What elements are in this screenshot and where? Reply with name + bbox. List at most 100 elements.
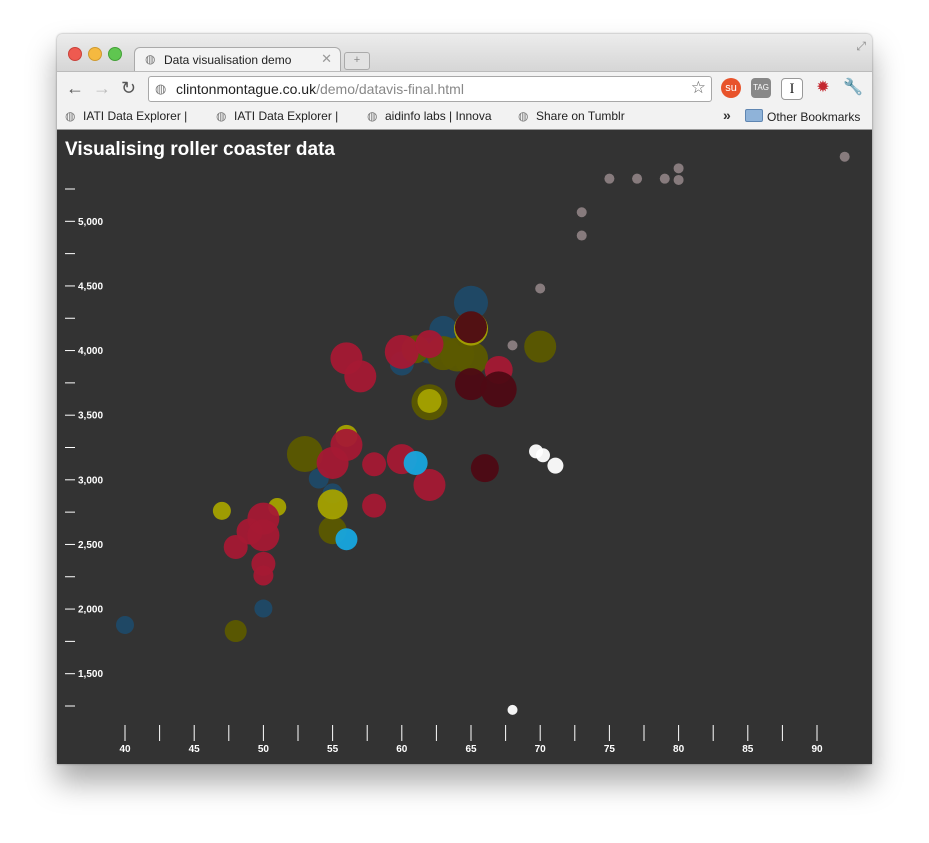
- tag-icon[interactable]: TAG: [751, 78, 771, 98]
- bookmark-label: IATI Data Explorer |: [234, 109, 339, 123]
- data-point-dark-maroon: [480, 371, 517, 408]
- other-bookmarks-label: Other Bookmarks: [767, 110, 861, 124]
- fullscreen-icon[interactable]: ⤢: [856, 39, 866, 53]
- data-point-dark-maroon: [455, 368, 487, 401]
- data-point-mauve: [673, 163, 684, 174]
- new-tab-button[interactable]: +: [344, 52, 370, 70]
- data-point-crimson: [384, 334, 419, 369]
- title-bar: ◍ Data visualisation demo ✕ + ⤢: [57, 34, 872, 72]
- data-point-white: [535, 448, 550, 463]
- data-point-olive: [286, 435, 323, 472]
- y-tick-label: 3,500: [78, 411, 103, 422]
- data-point-olive: [224, 620, 247, 643]
- data-point-dark-maroon: [470, 454, 499, 483]
- data-point-cyan: [335, 528, 358, 551]
- data-point-mauve: [604, 173, 615, 184]
- bookmark-iati-2[interactable]: ◍ IATI Data Explorer |: [216, 109, 346, 123]
- data-points: [116, 151, 850, 715]
- close-tab-icon[interactable]: ✕: [321, 51, 332, 66]
- data-point-cyan: [403, 451, 428, 476]
- data-point-mauve: [507, 340, 518, 351]
- tab-data-visualisation[interactable]: ◍ Data visualisation demo ✕: [134, 47, 341, 72]
- reload-icon[interactable]: ↻: [121, 78, 137, 98]
- url-path: /demo/datavis-final.html: [316, 81, 464, 97]
- y-tick-label: 2,000: [78, 605, 103, 616]
- data-point-crimson: [247, 519, 280, 552]
- globe-icon: ◍: [145, 52, 156, 66]
- more-bookmarks-chevron[interactable]: »: [723, 107, 731, 123]
- data-point-navy: [254, 599, 273, 618]
- bookmark-label: Share on Tumblr: [536, 109, 625, 123]
- data-point-navy: [454, 285, 488, 320]
- page-content: Visualising roller coaster data 1,500 2,0…: [57, 130, 872, 764]
- x-tick-label: 70: [535, 744, 547, 755]
- data-point-crimson: [415, 330, 444, 359]
- data-point-crimson: [344, 360, 377, 393]
- data-point-navy: [116, 615, 134, 634]
- bookmark-label: IATI Data Explorer |: [83, 109, 188, 123]
- close-window-button[interactable]: [68, 47, 82, 61]
- data-point-mauve: [659, 173, 670, 184]
- back-arrow-icon[interactable]: ←: [66, 78, 84, 98]
- globe-icon: ◍: [65, 109, 76, 123]
- bookmark-aidinfo[interactable]: ◍ aidinfo labs | Innova: [367, 109, 499, 123]
- data-point-crimson: [362, 493, 387, 518]
- y-tick-label: 3,000: [78, 475, 103, 486]
- data-point-dark-maroon: [455, 311, 487, 344]
- minimize-window-button[interactable]: [88, 47, 102, 61]
- x-tick-label: 90: [811, 744, 823, 755]
- browser-window: ◍ Data visualisation demo ✕ + ⤢ ← → ↻ ◍ …: [57, 34, 872, 764]
- globe-icon: ◍: [216, 109, 227, 123]
- bookmark-tumblr[interactable]: ◍ Share on Tumblr: [518, 109, 648, 123]
- data-point-olive: [454, 341, 488, 376]
- data-point-yellow-olive: [212, 501, 231, 520]
- y-tick-label: 1,500: [78, 669, 103, 680]
- x-tick-label: 65: [465, 744, 477, 755]
- instapaper-icon[interactable]: I: [781, 78, 803, 100]
- bookmark-star-icon[interactable]: ☆: [690, 78, 706, 97]
- stumbleupon-icon[interactable]: su: [721, 78, 741, 98]
- bookmark-label: aidinfo labs | Innova: [385, 109, 492, 123]
- wrench-icon[interactable]: 🔧: [843, 79, 863, 96]
- data-point-mauve: [839, 151, 850, 162]
- y-tick-label: 4,000: [78, 346, 103, 357]
- bookmarks-bar: ◍ IATI Data Explorer | ◍ IATI Data Explore…: [57, 105, 872, 130]
- forward-arrow-icon[interactable]: →: [93, 78, 111, 98]
- chart-title: Visualising roller coaster data: [65, 139, 335, 160]
- data-point-mauve: [576, 207, 587, 218]
- data-point-white: [507, 704, 518, 715]
- x-tick-label: 40: [119, 744, 131, 755]
- data-point-yellow-olive: [417, 388, 442, 413]
- x-tick-label: 45: [189, 744, 201, 755]
- data-point-crimson: [413, 468, 446, 501]
- x-axis: 40 45 50 55 60 65 70 75 80 85 90: [119, 725, 823, 755]
- data-point-crimson: [330, 428, 363, 461]
- x-tick-label: 50: [258, 744, 270, 755]
- y-axis: 1,500 2,000 2,500 3,000 3,500 4,000 4,500 5,000: [65, 188, 103, 707]
- data-point-mauve: [673, 174, 684, 185]
- data-point-mauve: [535, 283, 546, 294]
- x-tick-label: 55: [327, 744, 339, 755]
- zoom-window-button[interactable]: [108, 47, 122, 61]
- y-tick-label: 5,000: [78, 217, 103, 228]
- bookmark-iati-1[interactable]: ◍ IATI Data Explorer |: [65, 109, 195, 123]
- y-tick-label: 4,500: [78, 281, 103, 292]
- x-tick-label: 85: [742, 744, 754, 755]
- x-tick-label: 60: [396, 744, 408, 755]
- data-point-white: [547, 457, 564, 474]
- scatter-chart: 1,500 2,000 2,500 3,000 3,500 4,000 4,500 5,000…: [65, 151, 850, 755]
- adblock-icon[interactable]: ✹: [816, 79, 830, 96]
- y-tick-label: 2,500: [78, 540, 103, 551]
- data-point-mauve: [576, 230, 587, 241]
- data-point-yellow-olive: [317, 489, 348, 520]
- other-bookmarks-folder[interactable]: Other Bookmarks: [745, 109, 860, 124]
- tab-title: Data visualisation demo: [164, 53, 292, 67]
- data-point-crimson: [362, 452, 387, 477]
- data-point-crimson: [253, 565, 274, 586]
- url-text: clintonmontague.co.uk/demo/datavis-final…: [176, 81, 464, 97]
- x-tick-label: 80: [673, 744, 685, 755]
- globe-icon: ◍: [518, 109, 529, 123]
- globe-icon: ◍: [155, 81, 167, 96]
- data-point-mauve: [632, 173, 643, 184]
- address-bar[interactable]: ◍ clintonmontague.co.uk/demo/datavis-fin…: [148, 76, 712, 102]
